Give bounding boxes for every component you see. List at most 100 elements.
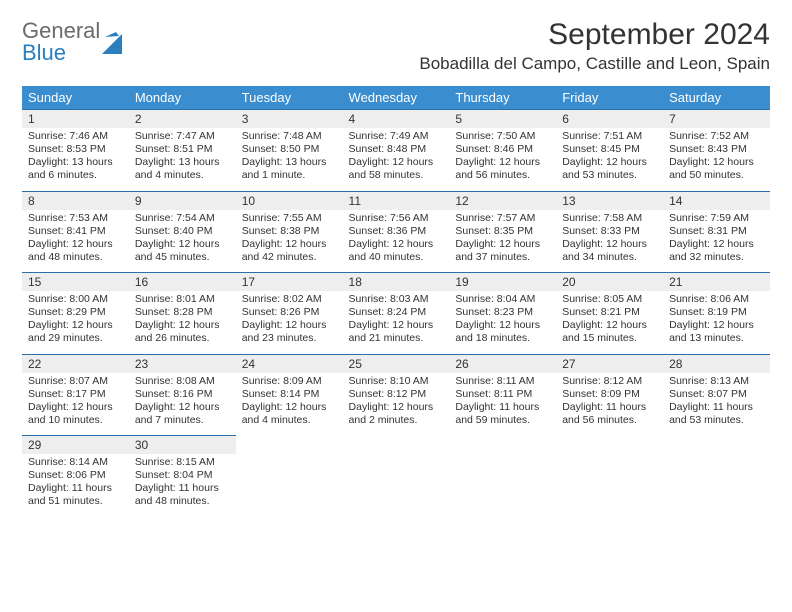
- weekday-header: Tuesday: [236, 86, 343, 109]
- calendar-week-row: 1 Sunrise: 7:46 AMSunset: 8:53 PM Daylight…: [22, 109, 770, 191]
- sunset-text: Sunset: 8:31 PM: [669, 225, 764, 238]
- day-details: Sunrise: 8:12 AMSunset: 8:09 PMDaylight:…: [556, 373, 663, 436]
- logo: General Blue: [22, 20, 122, 64]
- calendar-day-cell: 28 Sunrise: 8:13 AMSunset: 8:07 PMDayligh…: [663, 354, 770, 436]
- sunrise-text: Sunrise: 8:14 AM: [28, 456, 123, 469]
- sunrise-text: Sunrise: 7:53 AM: [28, 212, 123, 225]
- calendar-day-cell: 17Sunrise: 8:02 AMSunset: 8:26 PMDayligh…: [236, 272, 343, 354]
- day-number: 13: [556, 191, 663, 210]
- calendar-day-cell: 8Sunrise: 7:53 AMSunset: 8:41 PMDaylight…: [22, 191, 129, 273]
- calendar-day-cell: 2Sunrise: 7:47 AMSunset: 8:51 PMDaylight…: [129, 109, 236, 191]
- calendar-day-cell: [236, 435, 343, 517]
- day-number: 12: [449, 191, 556, 210]
- calendar-day-cell: [556, 435, 663, 517]
- day-details: Sunrise: 8:04 AMSunset: 8:23 PMDaylight:…: [449, 291, 556, 354]
- day-number: 15: [22, 272, 129, 291]
- calendar-day-cell: 24Sunrise: 8:09 AMSunset: 8:14 PMDayligh…: [236, 354, 343, 436]
- daylight-text: Daylight: 12 hours and 37 minutes.: [455, 238, 550, 264]
- sunset-text: Sunset: 8:45 PM: [562, 143, 657, 156]
- sunrise-text: Sunrise: 8:04 AM: [455, 293, 550, 306]
- day-details: Sunrise: 7:56 AMSunset: 8:36 PMDaylight:…: [343, 210, 450, 273]
- day-details: Sunrise: 8:14 AMSunset: 8:06 PMDaylight:…: [22, 454, 129, 517]
- sunset-text: Sunset: 8:23 PM: [455, 306, 550, 319]
- day-number: 21: [663, 272, 770, 291]
- calendar-day-cell: 6Sunrise: 7:51 AMSunset: 8:45 PMDaylight…: [556, 109, 663, 191]
- sunrise-text: Sunrise: 8:11 AM: [455, 375, 550, 388]
- day-number: 24: [236, 354, 343, 373]
- calendar-day-cell: 15Sunrise: 8:00 AMSunset: 8:29 PMDayligh…: [22, 272, 129, 354]
- header-row: General Blue September 2024 Bobadilla de…: [22, 18, 770, 74]
- day-number: 4: [343, 109, 450, 128]
- sunset-text: Sunset: 8:43 PM: [669, 143, 764, 156]
- daylight-text: Daylight: 12 hours and 48 minutes.: [28, 238, 123, 264]
- calendar-day-cell: 19Sunrise: 8:04 AMSunset: 8:23 PMDayligh…: [449, 272, 556, 354]
- calendar-day-cell: 3Sunrise: 7:48 AMSunset: 8:50 PMDaylight…: [236, 109, 343, 191]
- day-details: Sunrise: 7:47 AMSunset: 8:51 PMDaylight:…: [129, 128, 236, 191]
- daylight-text: Daylight: 12 hours and 29 minutes.: [28, 319, 123, 345]
- day-number: 6: [556, 109, 663, 128]
- logo-text: General Blue: [22, 20, 100, 64]
- day-number: 30: [129, 435, 236, 454]
- sunrise-text: Sunrise: 8:15 AM: [135, 456, 230, 469]
- daylight-text: Daylight: 11 hours and 48 minutes.: [135, 482, 230, 508]
- sunrise-text: Sunrise: 7:59 AM: [669, 212, 764, 225]
- day-number: 18: [343, 272, 450, 291]
- daylight-text: Daylight: 12 hours and 18 minutes.: [455, 319, 550, 345]
- calendar-day-cell: 14Sunrise: 7:59 AMSunset: 8:31 PMDayligh…: [663, 191, 770, 273]
- calendar-day-cell: [663, 435, 770, 517]
- sunrise-text: Sunrise: 8:01 AM: [135, 293, 230, 306]
- daylight-text: Daylight: 12 hours and 58 minutes.: [349, 156, 444, 182]
- day-number: 23: [129, 354, 236, 373]
- weekday-header: Wednesday: [343, 86, 450, 109]
- sunset-text: Sunset: 8:28 PM: [135, 306, 230, 319]
- day-details: Sunrise: 7:55 AMSunset: 8:38 PMDaylight:…: [236, 210, 343, 273]
- sunset-text: Sunset: 8:33 PM: [562, 225, 657, 238]
- sunrise-text: Sunrise: 7:46 AM: [28, 130, 123, 143]
- calendar-day-cell: 18Sunrise: 8:03 AMSunset: 8:24 PMDayligh…: [343, 272, 450, 354]
- sunset-text: Sunset: 8:09 PM: [562, 388, 657, 401]
- calendar-day-cell: 1Sunrise: 7:46 AMSunset: 8:53 PMDaylight…: [22, 109, 129, 191]
- day-number: 2: [129, 109, 236, 128]
- sunrise-text: Sunrise: 8:10 AM: [349, 375, 444, 388]
- daylight-text: Daylight: 11 hours and 53 minutes.: [669, 401, 764, 427]
- sunrise-text: Sunrise: 8:06 AM: [669, 293, 764, 306]
- sunset-text: Sunset: 8:35 PM: [455, 225, 550, 238]
- daylight-text: Daylight: 11 hours and 56 minutes.: [562, 401, 657, 427]
- daylight-text: Daylight: 13 hours and 4 minutes.: [135, 156, 230, 182]
- calendar-day-cell: 7Sunrise: 7:52 AMSunset: 8:43 PMDaylight…: [663, 109, 770, 191]
- day-number: 3: [236, 109, 343, 128]
- day-number: 20: [556, 272, 663, 291]
- calendar-day-cell: 10Sunrise: 7:55 AMSunset: 8:38 PMDayligh…: [236, 191, 343, 273]
- calendar-day-cell: 9Sunrise: 7:54 AMSunset: 8:40 PMDaylight…: [129, 191, 236, 273]
- day-number: 11: [343, 191, 450, 210]
- day-details: Sunrise: 7:52 AMSunset: 8:43 PMDaylight:…: [663, 128, 770, 191]
- day-details: Sunrise: 8:07 AMSunset: 8:17 PMDaylight:…: [22, 373, 129, 436]
- calendar-day-cell: 27Sunrise: 8:12 AMSunset: 8:09 PMDayligh…: [556, 354, 663, 436]
- day-number: 29: [22, 435, 129, 454]
- day-number: 1: [22, 109, 129, 128]
- weekday-header: Thursday: [449, 86, 556, 109]
- sunset-text: Sunset: 8:38 PM: [242, 225, 337, 238]
- calendar-day-cell: 23Sunrise: 8:08 AMSunset: 8:16 PMDayligh…: [129, 354, 236, 436]
- sunset-text: Sunset: 8:51 PM: [135, 143, 230, 156]
- day-details: Sunrise: 7:54 AMSunset: 8:40 PMDaylight:…: [129, 210, 236, 273]
- sunset-text: Sunset: 8:17 PM: [28, 388, 123, 401]
- calendar-day-cell: 29Sunrise: 8:14 AMSunset: 8:06 PMDayligh…: [22, 435, 129, 517]
- daylight-text: Daylight: 12 hours and 40 minutes.: [349, 238, 444, 264]
- sunrise-text: Sunrise: 7:51 AM: [562, 130, 657, 143]
- sunset-text: Sunset: 8:53 PM: [28, 143, 123, 156]
- sunset-text: Sunset: 8:11 PM: [455, 388, 550, 401]
- day-details: Sunrise: 7:57 AMSunset: 8:35 PMDaylight:…: [449, 210, 556, 273]
- logo-text-blue: Blue: [22, 40, 66, 65]
- weekday-header-row: Sunday Monday Tuesday Wednesday Thursday…: [22, 86, 770, 109]
- sunrise-text: Sunrise: 7:57 AM: [455, 212, 550, 225]
- sunset-text: Sunset: 8:41 PM: [28, 225, 123, 238]
- sunset-text: Sunset: 8:07 PM: [669, 388, 764, 401]
- calendar-day-cell: 13Sunrise: 7:58 AMSunset: 8:33 PMDayligh…: [556, 191, 663, 273]
- sunset-text: Sunset: 8:40 PM: [135, 225, 230, 238]
- day-number: 28: [663, 354, 770, 373]
- daylight-text: Daylight: 12 hours and 15 minutes.: [562, 319, 657, 345]
- sunrise-text: Sunrise: 8:13 AM: [669, 375, 764, 388]
- day-details: Sunrise: 8:10 AMSunset: 8:12 PMDaylight:…: [343, 373, 450, 436]
- day-details: Sunrise: 7:50 AMSunset: 8:46 PMDaylight:…: [449, 128, 556, 191]
